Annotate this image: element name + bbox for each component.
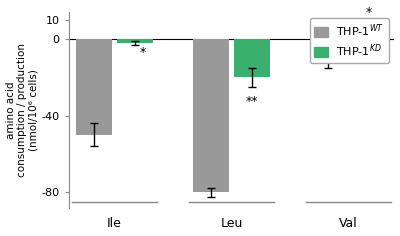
Bar — [234, 39, 270, 77]
Text: *: * — [140, 46, 146, 59]
Text: **: ** — [246, 95, 258, 108]
Bar — [310, 39, 346, 62]
Text: *: * — [366, 6, 372, 19]
Legend: THP-1$^{WT}$, THP-1$^{KD}$: THP-1$^{WT}$, THP-1$^{KD}$ — [310, 18, 389, 63]
Bar — [76, 39, 112, 135]
Bar — [351, 26, 387, 39]
Bar — [117, 39, 153, 43]
Y-axis label: amino acid
consumption / production
(nmol/10⁶ cells): amino acid consumption / production (nmo… — [6, 43, 39, 177]
Bar — [193, 39, 229, 192]
